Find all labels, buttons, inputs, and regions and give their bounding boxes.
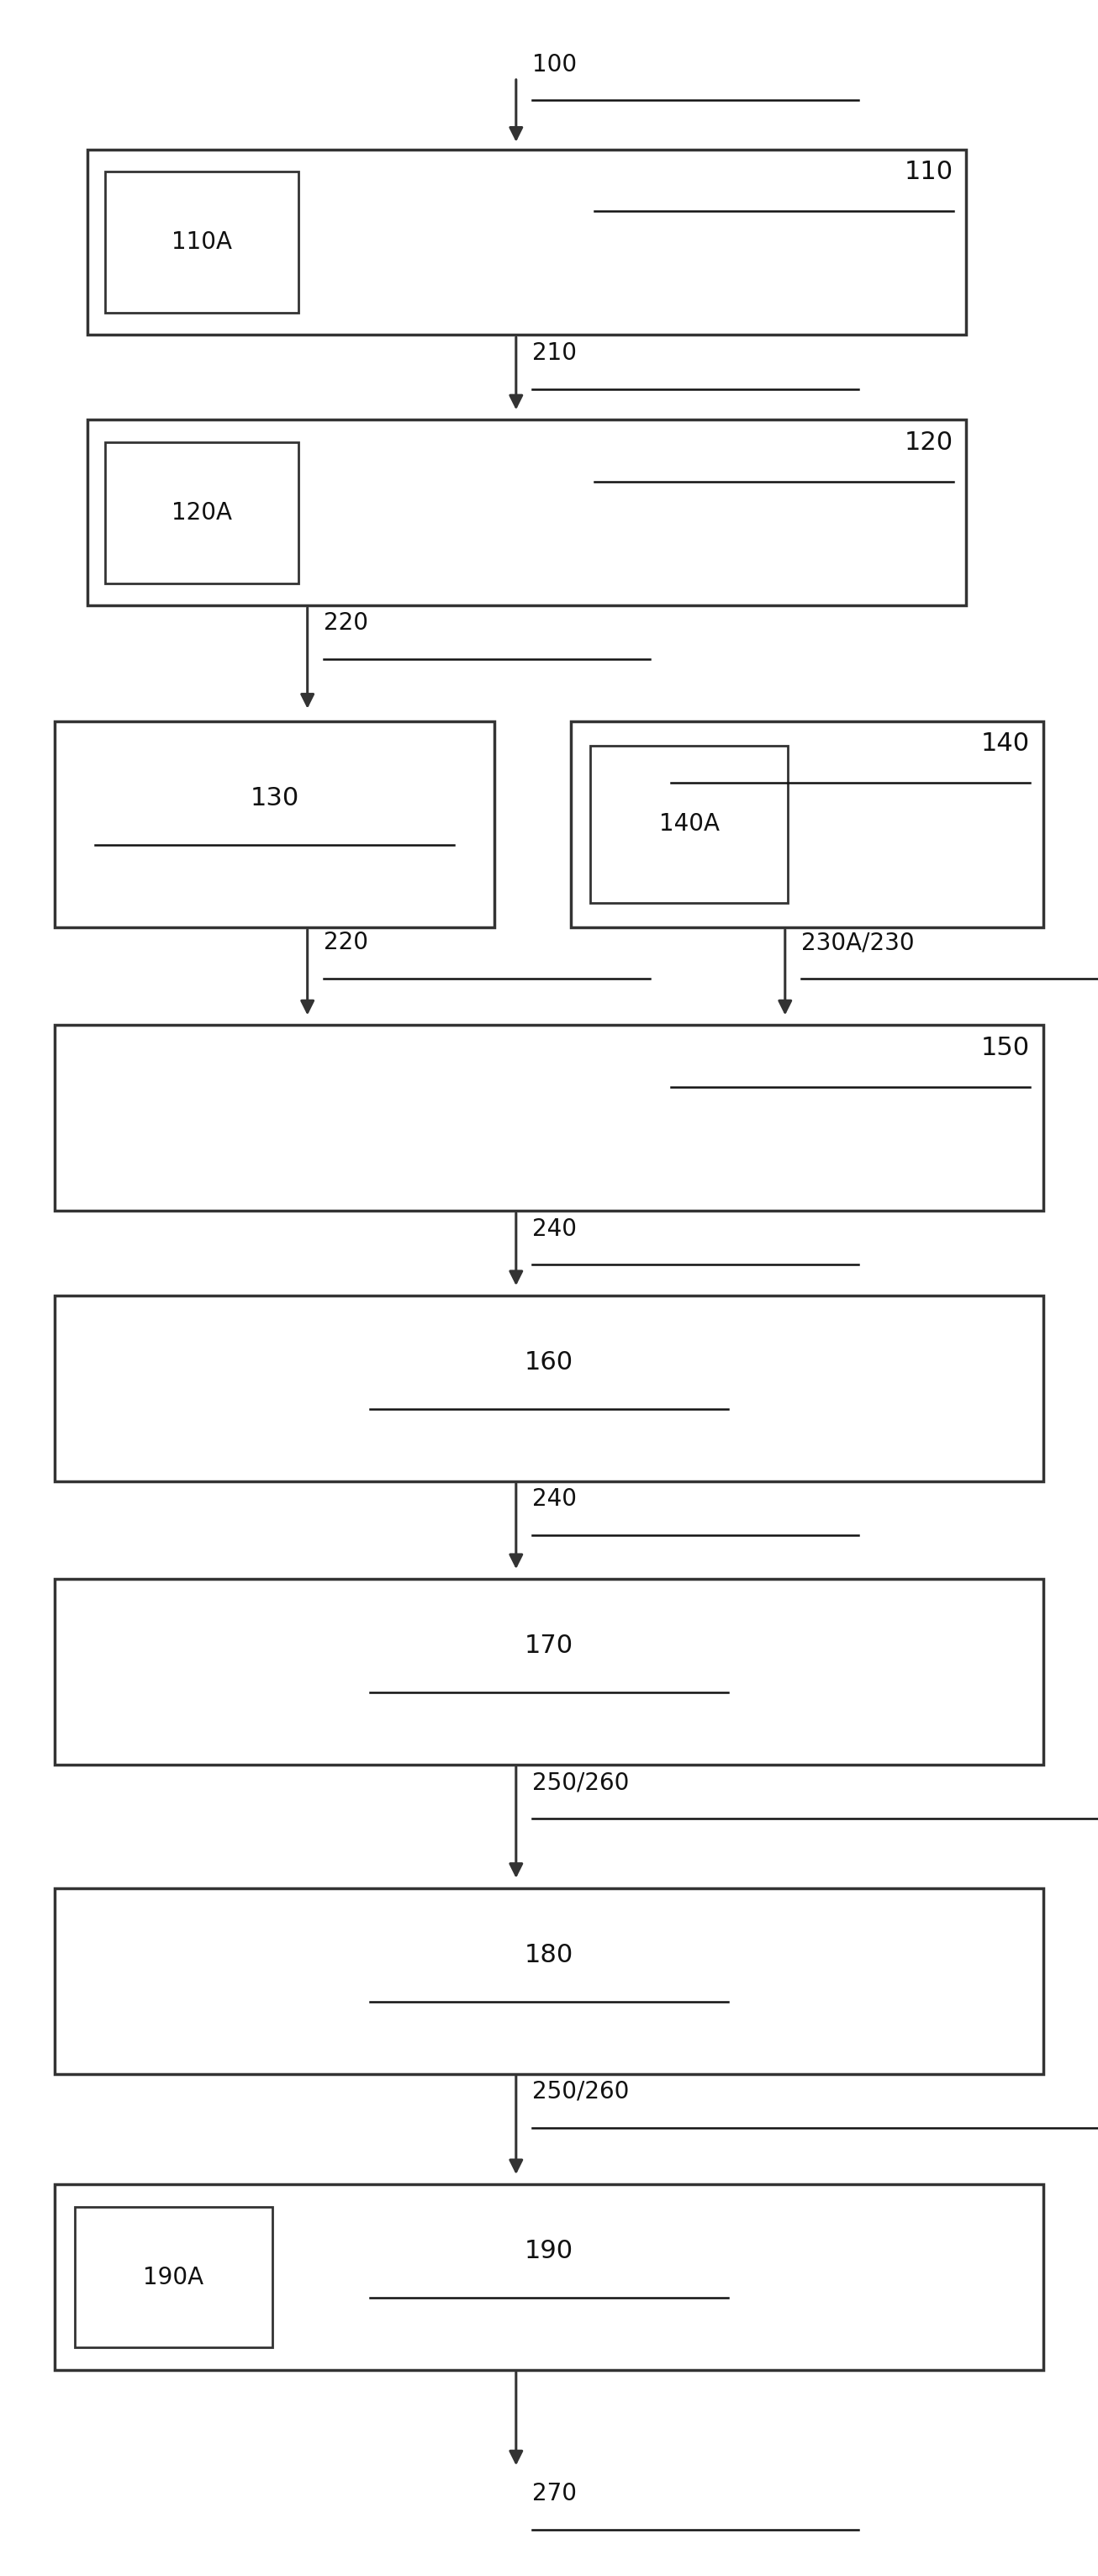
Text: 120: 120 <box>904 430 953 453</box>
Text: 190: 190 <box>525 2239 573 2264</box>
Text: 250/260: 250/260 <box>533 1770 629 1795</box>
Text: 150: 150 <box>981 1036 1030 1059</box>
Text: 160: 160 <box>525 1350 573 1376</box>
Text: 220: 220 <box>324 611 369 636</box>
Bar <box>105 443 299 582</box>
Text: 170: 170 <box>525 1633 573 1659</box>
Bar <box>590 747 788 902</box>
Bar <box>55 2184 1043 2370</box>
Text: 240: 240 <box>533 1486 578 1512</box>
Text: 130: 130 <box>250 786 299 811</box>
Text: 210: 210 <box>533 340 578 366</box>
Text: 180: 180 <box>525 1942 573 1968</box>
Text: 140: 140 <box>981 732 1030 755</box>
Bar <box>88 149 966 335</box>
Text: 100: 100 <box>533 52 578 77</box>
Bar <box>55 1296 1043 1481</box>
Bar <box>88 420 966 605</box>
Bar <box>55 1579 1043 1765</box>
Text: 250/260: 250/260 <box>533 2079 629 2105</box>
Text: 230A/230: 230A/230 <box>802 930 915 956</box>
Bar <box>55 1888 1043 2074</box>
Text: 120A: 120A <box>171 500 233 526</box>
Text: 240: 240 <box>533 1216 578 1242</box>
Text: 270: 270 <box>533 2481 578 2506</box>
Text: 220: 220 <box>324 930 369 956</box>
Text: 140A: 140A <box>659 811 719 837</box>
Text: 110: 110 <box>904 160 953 183</box>
Text: 110A: 110A <box>171 229 233 255</box>
Bar <box>571 721 1043 927</box>
Bar <box>55 1025 1043 1211</box>
Bar <box>105 173 299 312</box>
Bar <box>55 721 494 927</box>
Text: 190A: 190A <box>143 2264 204 2290</box>
Bar <box>75 2208 272 2347</box>
